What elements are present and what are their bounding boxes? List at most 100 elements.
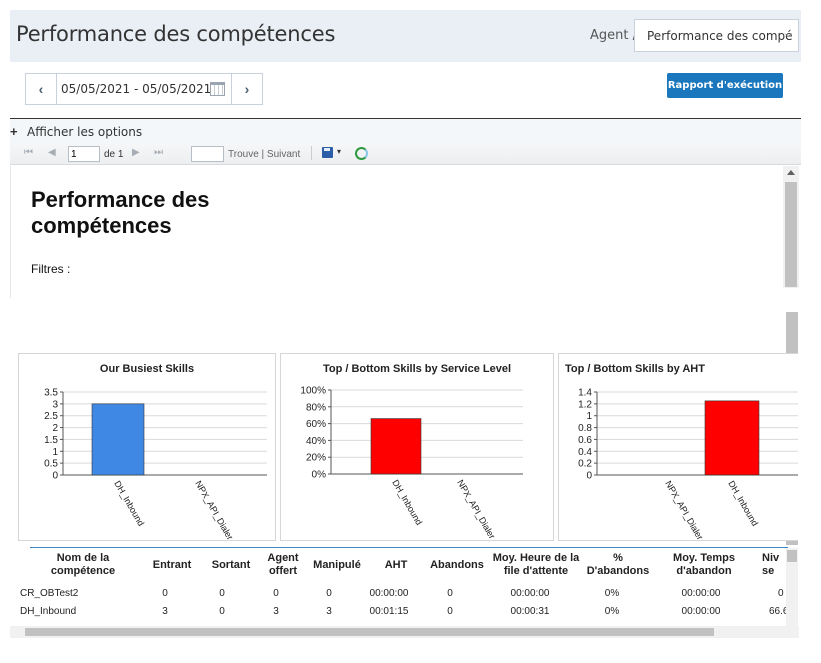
y-tick-label: 100% <box>300 386 326 397</box>
table-header-cell[interactable]: AHT <box>384 559 408 571</box>
table-cell: 0 <box>219 606 225 617</box>
report-viewer <box>10 166 799 298</box>
table-cell: 0 <box>326 588 332 599</box>
table-header-cell[interactable]: % D'abandons <box>586 552 650 577</box>
report-vertical-scrollbar[interactable] <box>783 166 799 288</box>
previous-page-icon[interactable]: ◀ <box>48 147 56 158</box>
bar[interactable] <box>704 400 760 476</box>
last-page-icon[interactable]: ⏭ <box>154 147 163 158</box>
previous-date-button[interactable]: ‹ <box>26 74 57 104</box>
export-dropdown-icon[interactable]: ▾ <box>337 147 342 156</box>
page-number-input[interactable] <box>68 146 100 162</box>
table-header-line <box>30 547 788 548</box>
save-icon[interactable] <box>322 147 333 158</box>
breadcrumb-agent[interactable]: Agent / <box>590 28 637 43</box>
table-header-cell[interactable]: Moy. Temps d'abandon <box>673 552 735 577</box>
y-tick-label: 1 <box>586 411 592 422</box>
report-select[interactable]: Performance des compé ⌵ <box>634 19 799 52</box>
table-cell: DH_Inbound <box>20 606 77 617</box>
find-text-input[interactable] <box>191 146 224 162</box>
table-cell: 00:00:00 <box>369 588 409 599</box>
next-date-button[interactable]: › <box>231 74 262 104</box>
y-tick-label: 0 <box>52 471 58 482</box>
chart-title: Top / Bottom Skills by Service Level <box>322 363 512 375</box>
table-header-cell[interactable]: Agent offert <box>267 552 299 577</box>
bar[interactable] <box>370 418 422 475</box>
table-header-cell[interactable]: Abandons <box>430 559 484 571</box>
table-header-cell[interactable]: Entrant <box>152 559 192 571</box>
y-tick-label: 0.2 <box>578 459 592 470</box>
first-page-icon[interactable]: ⏮ <box>24 147 33 158</box>
table-cell: 0% <box>604 588 620 599</box>
refresh-icon[interactable] <box>355 147 368 160</box>
table-cell: 00:01:15 <box>369 606 409 617</box>
report-title: Performance des compétences <box>31 187 210 238</box>
toolbar-divider <box>311 146 312 160</box>
x-tick-label: DH_Inbound <box>112 479 146 528</box>
y-tick-label: 0% <box>312 470 327 481</box>
scrollbar-thumb[interactable] <box>25 628 714 636</box>
y-tick-label: 0.6 <box>578 435 592 446</box>
scrollbar-thumb[interactable] <box>785 182 797 287</box>
y-tick-label: 0.8 <box>578 423 592 434</box>
y-tick-label: 0 <box>586 471 592 482</box>
y-tick-label: 80% <box>306 402 326 413</box>
table-header-cell[interactable]: Manipulé <box>313 559 361 571</box>
table-cell: 0% <box>604 606 620 617</box>
y-tick-label: 0.5 <box>44 459 58 470</box>
chart-busiest-skills-svg: 3.532.521.510.50 DH_Inbound NPX_API_Dialer <box>44 388 267 541</box>
date-range-picker: ‹ 05/05/2021 - 05/05/2021 › <box>25 73 263 105</box>
table-cell: CR_OBTest2 <box>20 588 79 599</box>
chart-busiest-skills: Our Busiest Skills 3.5 3 2.5 2 1.5 1 0.5 0 DH_In… <box>18 353 276 541</box>
table-cell: 66.6 <box>769 606 789 617</box>
chart-service-level-svg: 100% 80% 60% 40% 20% 0% DH_Inbound NPX_API_Dial… <box>300 386 523 540</box>
x-tick-label: DH_Inbound <box>390 478 424 527</box>
divider <box>10 118 801 119</box>
table-cell: 3 <box>273 606 279 617</box>
y-tick-label: 3.5 <box>44 388 58 399</box>
table-cell: 0 <box>778 588 784 599</box>
table-cell: 3 <box>326 606 332 617</box>
x-tick-label: NPX_API_Dialer <box>193 479 235 541</box>
next-page-icon[interactable]: ▶ <box>132 147 140 158</box>
table-cell: 3 <box>162 606 168 617</box>
scrollbar-thumb[interactable] <box>787 550 797 562</box>
y-tick-label: 1.2 <box>578 399 592 410</box>
table-header-cell[interactable]: Moy. Heure de la file d'attente <box>492 552 580 577</box>
chevron-left-icon: ‹ <box>38 81 44 97</box>
table-cell: 00:00:00 <box>681 588 721 599</box>
report-select-value: Performance des compé <box>647 29 793 43</box>
y-tick-label: 60% <box>306 419 326 430</box>
table-header-cell[interactable]: Sortant <box>211 559 251 571</box>
x-tick-label: NPX_API_Dialer <box>663 479 705 541</box>
table-cell: 0 <box>447 588 453 599</box>
y-tick-label: 3 <box>52 399 58 410</box>
y-tick-label: 1.5 <box>44 435 58 446</box>
table-header-cell[interactable]: Nom de la compétence <box>50 552 116 577</box>
options-bar <box>10 119 801 143</box>
chart-aht-svg: 1.41.210.80.60.40.20 NPX_API_Dialer DH_Inb… <box>578 388 798 541</box>
x-tick-label: DH_Inbound <box>726 479 760 528</box>
bar[interactable] <box>91 403 145 476</box>
report-toolbar: ⏮ ◀ ▶ ⏭ <box>10 143 801 165</box>
chevron-right-icon: › <box>244 81 250 97</box>
chart-aht: Top / Bottom Skills by AHT 1.4 1.2 1 0.8 0.6… <box>558 353 798 541</box>
table-cell: 00:00:31 <box>510 606 550 617</box>
table-cell: 00:00:00 <box>681 606 721 617</box>
date-range-input[interactable]: 05/05/2021 - 05/05/2021 <box>61 82 212 96</box>
table-horizontal-scrollbar[interactable] <box>10 626 799 638</box>
table-vertical-scrollbar[interactable] <box>786 548 798 626</box>
calendar-icon[interactable] <box>210 82 225 96</box>
show-options-toggle[interactable]: Afficher les options <box>27 125 143 139</box>
y-tick-label: 1.4 <box>578 388 592 399</box>
chart-service-level: Top / Bottom Skills by Service Level 100… <box>280 353 554 541</box>
find-next-links[interactable]: Trouve | Suivant <box>228 149 301 160</box>
run-report-button[interactable]: Rapport d'exécution <box>667 73 783 98</box>
chevron-down-icon: ⌵ <box>784 29 792 40</box>
plus-icon[interactable]: + <box>10 124 18 139</box>
table-header-cell[interactable]: Niv se <box>762 552 780 577</box>
y-tick-label: 40% <box>306 436 326 447</box>
y-tick-label: 1 <box>52 447 58 458</box>
page-header: Performance des compétences Agent / Perf… <box>10 10 801 62</box>
scroll-up-icon[interactable] <box>787 170 795 175</box>
